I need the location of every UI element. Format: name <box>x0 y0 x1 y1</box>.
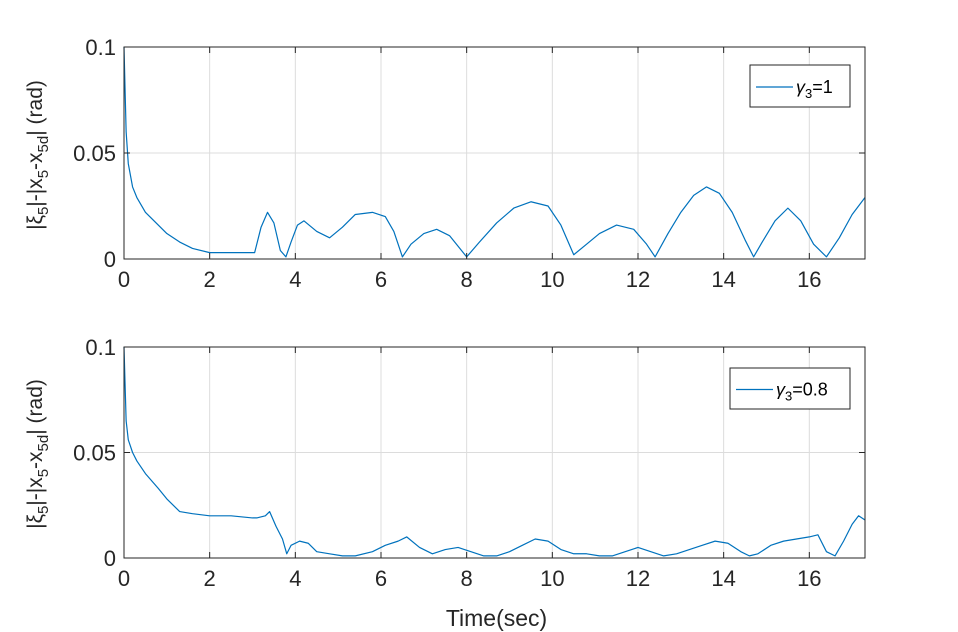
y-axis-label-part: | (rad) <box>24 80 47 136</box>
y-axis-label-part: |-|x <box>24 477 47 506</box>
y-tick-label: 0.05 <box>73 441 116 466</box>
legend-box <box>749 64 851 108</box>
y-tick-label: 0 <box>104 247 116 272</box>
y-axis-label: |ξ5|-|x5-x5d| (rad) <box>24 379 52 529</box>
y-axis-label-subscript: 5 <box>35 469 52 477</box>
data-series-line <box>123 46 866 258</box>
y-axis-label-subscript: 5d <box>35 435 52 452</box>
x-tick-label: 16 <box>797 566 821 591</box>
x-tick-label: 14 <box>711 267 735 292</box>
y-axis-label-subscript: 5 <box>35 207 52 215</box>
y-axis-label-subscript: 5 <box>35 170 52 178</box>
x-tick-label: 10 <box>540 267 564 292</box>
y-tick-label: 0.05 <box>73 141 116 166</box>
legend: γ3=1 <box>749 64 851 108</box>
x-tick-label: 12 <box>626 267 650 292</box>
x-tick-label: 0 <box>118 566 130 591</box>
legend-subscript: 3 <box>805 86 812 101</box>
x-tick-label: 10 <box>540 566 564 591</box>
legend-value: =1 <box>812 77 833 97</box>
y-axis-label-part: |ξ <box>24 215 47 230</box>
x-tick-label: 0 <box>118 267 130 292</box>
y-axis-label: |ξ5|-|x5-x5d| (rad) <box>24 80 52 230</box>
legend-value: =0.8 <box>792 380 828 400</box>
x-tick-label: 14 <box>711 566 735 591</box>
x-tick-label: 16 <box>797 267 821 292</box>
y-tick-label: 0.1 <box>85 35 116 60</box>
legend-label: γ3=0.8 <box>776 380 828 404</box>
x-tick-label: 6 <box>375 566 387 591</box>
data-series-line <box>123 346 866 557</box>
legend: γ3=0.8 <box>729 367 851 410</box>
y-axis-label-part: -x <box>24 451 47 469</box>
y-tick-label: 0 <box>104 546 116 571</box>
x-tick-label: 2 <box>204 566 216 591</box>
y-axis-label-part: -x <box>24 152 47 170</box>
x-tick-label: 8 <box>461 267 473 292</box>
y-axis-label-part: | (rad) <box>24 379 47 435</box>
y-axis-label-subscript: 5d <box>35 136 52 153</box>
x-tick-label: 2 <box>204 267 216 292</box>
x-tick-label: 8 <box>461 566 473 591</box>
x-tick-label: 12 <box>626 566 650 591</box>
x-tick-label: 6 <box>375 267 387 292</box>
legend-symbol: γ <box>796 77 806 97</box>
y-axis-label-part: |-|x <box>24 178 47 207</box>
legend-subscript: 3 <box>785 389 792 404</box>
y-axis-label-subscript: 5 <box>35 506 52 514</box>
x-tick-label: 4 <box>289 566 301 591</box>
legend-box <box>729 367 851 410</box>
y-tick-label: 0.1 <box>85 335 116 360</box>
x-tick-label: 4 <box>289 267 301 292</box>
x-axis-label: Time(sec) <box>446 605 547 631</box>
legend-symbol: γ <box>776 380 786 400</box>
legend-label: γ3=1 <box>796 77 833 101</box>
y-axis-label-part: |ξ <box>24 514 47 529</box>
